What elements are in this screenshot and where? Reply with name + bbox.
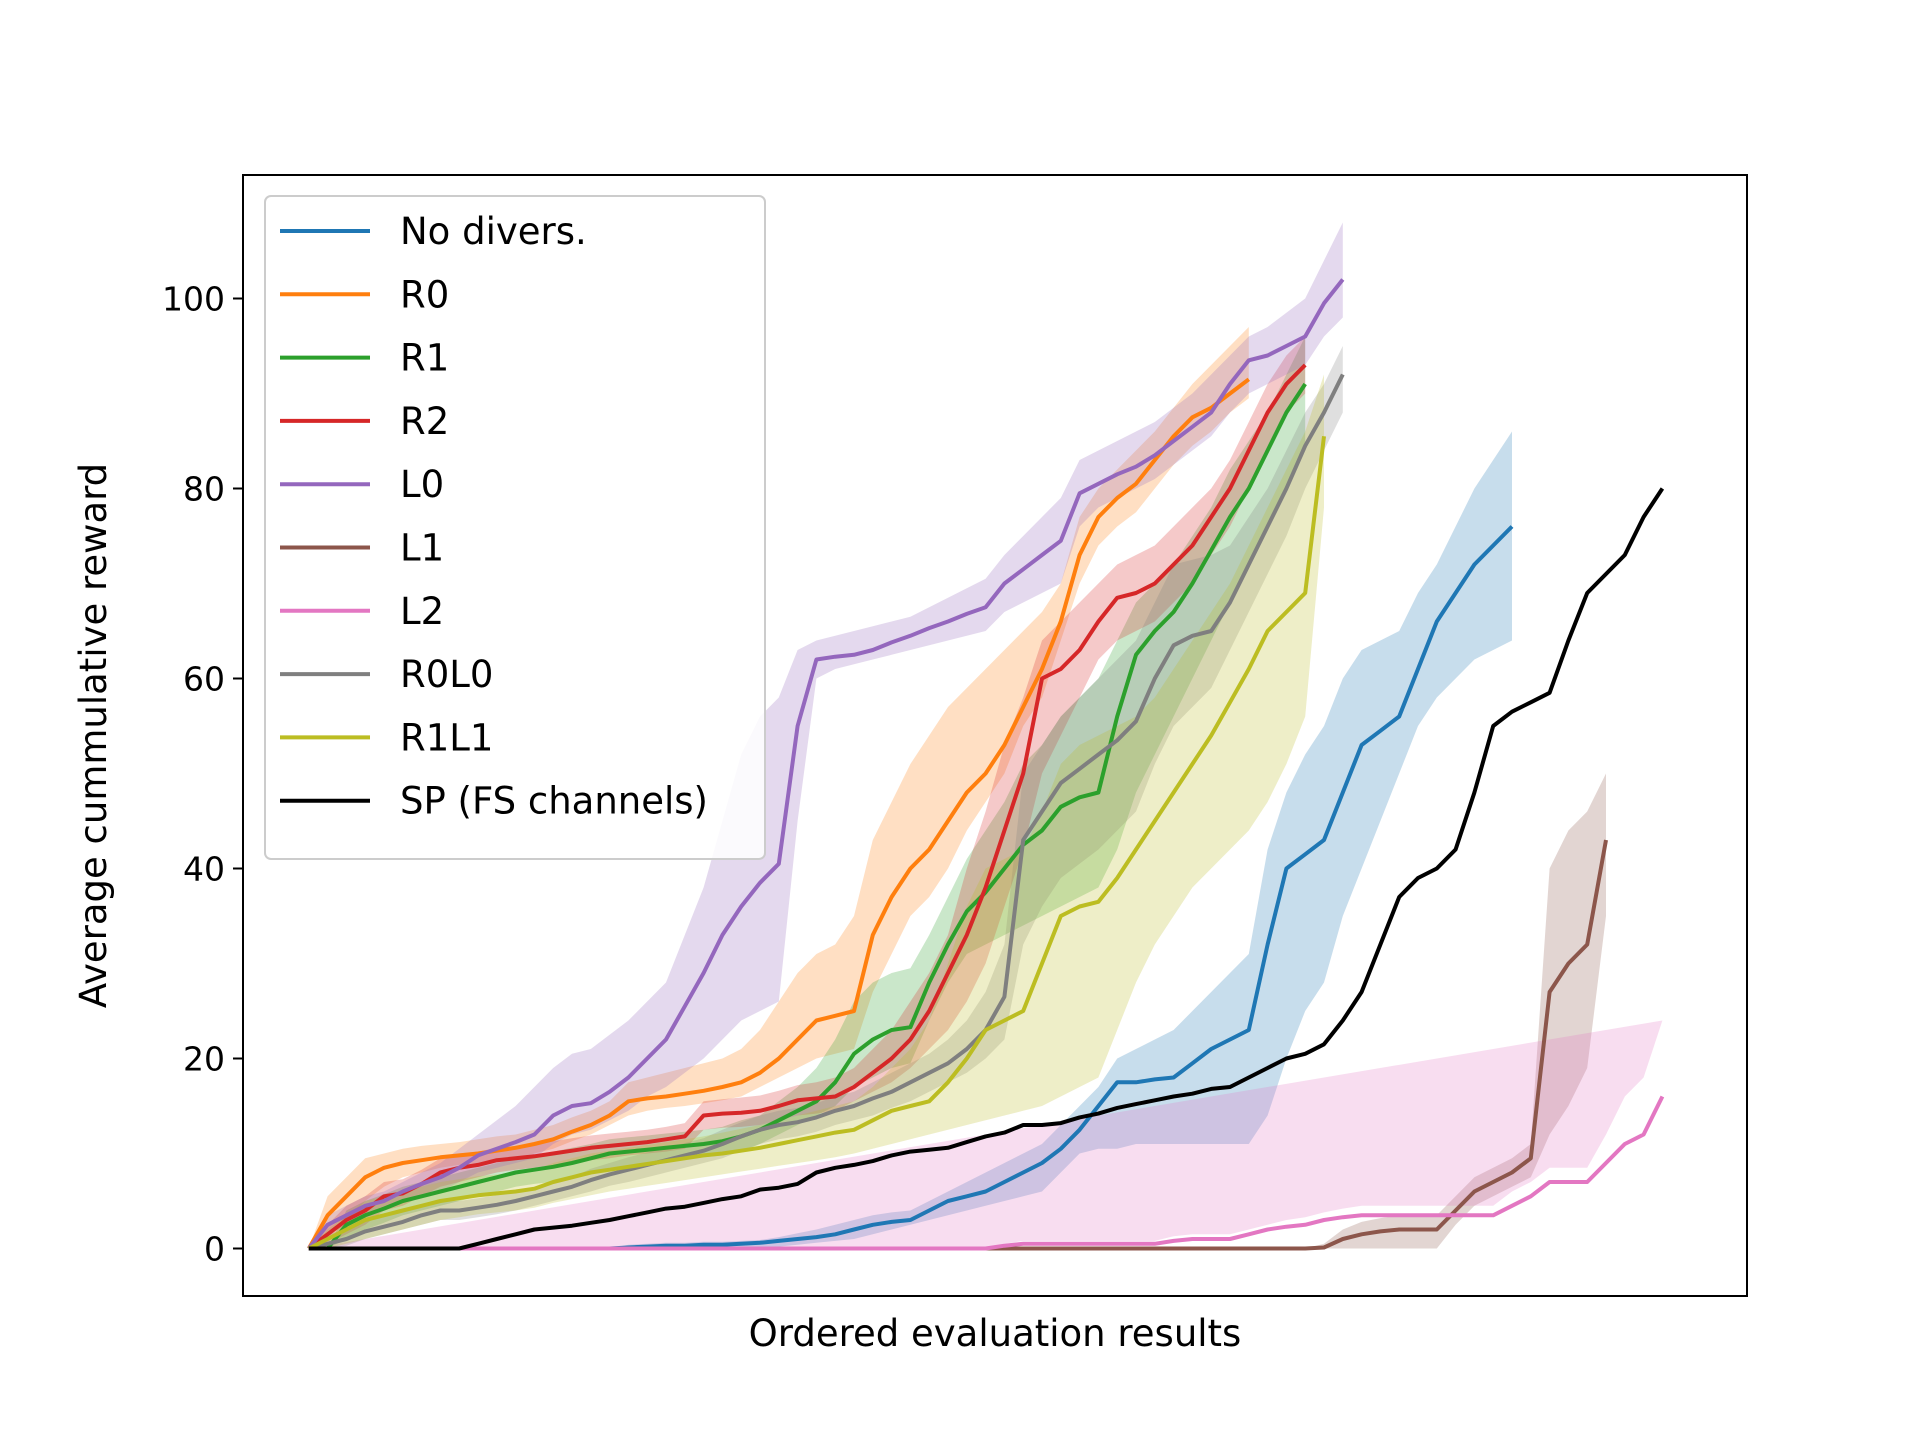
- line-l2: [308, 1095, 1665, 1251]
- y-tick-label: 80: [183, 470, 225, 509]
- legend-label-r0l0: R0L0: [400, 653, 493, 696]
- line-sp-fs-channels: [308, 487, 1665, 1251]
- legend-label-l0: L0: [400, 463, 444, 506]
- y-tick-label: 40: [183, 850, 225, 889]
- plot-frame: [242, 174, 1748, 1297]
- band-r1: [308, 336, 1306, 1249]
- legend-label-no-divers: No divers.: [400, 210, 587, 253]
- legend-label-r0: R0: [400, 273, 449, 316]
- x-axis-label: Ordered evaluation results: [749, 1312, 1242, 1355]
- line-l0: [307, 278, 1345, 1250]
- legend-label-l1: L1: [400, 527, 444, 570]
- y-axis: 0 20 40 60 80 100: [162, 280, 243, 1269]
- legend-frame: [264, 195, 766, 860]
- legend-label-r1: R1: [400, 337, 449, 380]
- line-r2: [307, 363, 1307, 1251]
- band-l0: [308, 222, 1343, 1249]
- y-tick-label: 60: [183, 660, 225, 699]
- line-r0l0: [308, 373, 1345, 1251]
- band-r0l0: [308, 346, 1343, 1249]
- band-no-divers: [308, 431, 1512, 1249]
- line-r0: [307, 377, 1251, 1250]
- y-axis-label: Average cummulative reward: [72, 463, 115, 1008]
- line-r1l1: [307, 436, 1326, 1251]
- legend-label-sp-fs-channels: SP (FS channels): [400, 780, 708, 823]
- legend-label-r1l1: R1L1: [400, 716, 493, 759]
- band-r0: [308, 327, 1249, 1249]
- y-tick-label: 0: [204, 1230, 225, 1269]
- band-r1l1: [308, 374, 1324, 1249]
- legend-label-l2: L2: [400, 590, 444, 633]
- legend: No divers. R0 R1 R2 L0 L1 L2 R0L0 R1L1 SP (FS cha…: [264, 195, 766, 860]
- y-tick-label: 20: [183, 1040, 225, 1079]
- band-l1: [308, 773, 1606, 1249]
- legend-label-r2: R2: [400, 400, 449, 443]
- series-lines: [307, 278, 1665, 1251]
- line-r1: [308, 382, 1307, 1251]
- y-tick-label: 100: [162, 280, 225, 319]
